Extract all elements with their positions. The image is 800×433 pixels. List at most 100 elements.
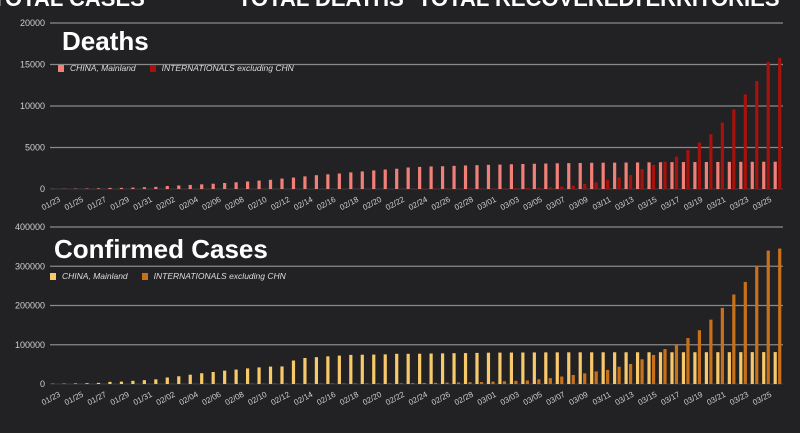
bar-international (434, 382, 438, 384)
bar-china (177, 185, 181, 189)
bar-china (245, 181, 250, 189)
x-tick-label: 03/21 (705, 390, 727, 408)
bar-china (750, 161, 754, 189)
bar-china (165, 377, 169, 384)
x-tick-label: 02/04 (178, 390, 200, 408)
bar-international (571, 185, 575, 189)
x-tick-label: 02/26 (430, 390, 452, 408)
bar-china (590, 352, 594, 384)
tab-total-deaths[interactable]: TOTAL DEATHS (238, 0, 404, 12)
bar-china (337, 355, 341, 384)
bar-china (131, 187, 135, 189)
bar-china (440, 166, 445, 189)
x-tick-label: 02/04 (178, 195, 200, 213)
y-tick-label: 15000 (20, 60, 45, 70)
bar-china (440, 353, 445, 384)
x-tick-label: 02/12 (269, 195, 291, 213)
y-tick-label: 0 (40, 184, 45, 194)
top-navigation: TOTAL CASES TOTAL DEATHS TOTAL RECOVERED… (0, 0, 800, 11)
bar-china (635, 352, 640, 384)
bar-china (96, 382, 101, 384)
bar-international (606, 369, 610, 384)
x-tick-label: 01/31 (132, 195, 154, 213)
bar-china (658, 352, 663, 384)
bar-international (537, 379, 541, 384)
x-tick-label: 02/20 (361, 195, 383, 213)
bar-international (617, 366, 621, 384)
bar-international (651, 164, 656, 189)
tab-total-recovered[interactable]: TOTAL RECOVERED (418, 0, 634, 12)
bar-china (486, 352, 491, 384)
bar-china (486, 164, 491, 189)
bar-international (399, 383, 403, 384)
bar-china (257, 180, 261, 189)
x-tick-label: 03/11 (591, 195, 613, 212)
y-tick-label: 400000 (15, 222, 45, 232)
bar-international (376, 383, 380, 384)
bar-china (762, 352, 766, 384)
x-tick-label: 02/06 (201, 390, 223, 408)
bar-china (326, 174, 330, 189)
confirmed-cases-chart: 400000 300000 200000 100000 001/23 01/25 01/27… (15, 222, 783, 408)
tab-total-cases[interactable]: TOTAL CASES (0, 0, 145, 12)
bar-international (514, 380, 518, 384)
bar-china (670, 352, 674, 384)
bar-china (349, 172, 353, 189)
bar-international (571, 374, 575, 384)
x-tick-label: 02/24 (407, 390, 429, 408)
bar-china (119, 381, 124, 384)
bar-china (223, 183, 227, 189)
bar-china (624, 162, 628, 189)
bar-international (411, 383, 415, 384)
x-tick-label: 03/01 (476, 195, 498, 213)
bar-china (452, 165, 456, 189)
x-tick-label: 02/02 (155, 195, 177, 213)
bar-china (647, 352, 651, 384)
bar-china (498, 352, 502, 384)
bar-china (716, 352, 720, 384)
bar-china (521, 164, 525, 189)
tab-territories[interactable]: TERRITORIES (632, 0, 780, 12)
x-tick-label: 02/16 (315, 390, 337, 408)
bar-china (429, 166, 433, 189)
bar-china (131, 380, 135, 384)
x-tick-label: 03/03 (499, 195, 521, 213)
bar-china (234, 369, 238, 384)
bar-international (629, 363, 633, 384)
bar-international (709, 134, 713, 189)
bar-china (395, 168, 399, 189)
bar-china (85, 383, 89, 384)
bar-china (291, 360, 296, 384)
bar-international (674, 344, 679, 384)
bar-international (560, 376, 564, 384)
bar-china (154, 186, 158, 189)
bar-china (463, 353, 468, 384)
bar-international (502, 381, 507, 384)
x-tick-label: 03/09 (568, 195, 590, 213)
bar-china (303, 176, 307, 189)
bar-international (663, 161, 667, 189)
bar-international (720, 307, 724, 384)
x-tick-label: 02/26 (430, 195, 452, 213)
bar-china (704, 352, 708, 384)
x-tick-label: 02/28 (453, 195, 475, 213)
x-tick-label: 02/16 (315, 195, 337, 213)
bar-china (188, 374, 192, 384)
deaths-chart-title: Deaths (62, 26, 149, 56)
bar-china (326, 356, 330, 384)
bar-international (525, 380, 529, 384)
bar-international (709, 319, 713, 384)
bar-china (762, 161, 766, 189)
x-tick-label: 03/07 (545, 195, 567, 213)
bar-china (280, 366, 284, 384)
bar-international (743, 94, 747, 189)
x-tick-label: 02/08 (224, 390, 246, 408)
bar-international (583, 184, 587, 189)
x-tick-label: 02/22 (384, 390, 406, 408)
x-tick-label: 02/08 (224, 195, 246, 213)
x-tick-label: 02/02 (155, 390, 177, 408)
bar-china (108, 381, 112, 384)
bar-china (303, 357, 307, 384)
legend-swatch-international (149, 64, 156, 72)
x-tick-label: 03/07 (545, 390, 567, 408)
